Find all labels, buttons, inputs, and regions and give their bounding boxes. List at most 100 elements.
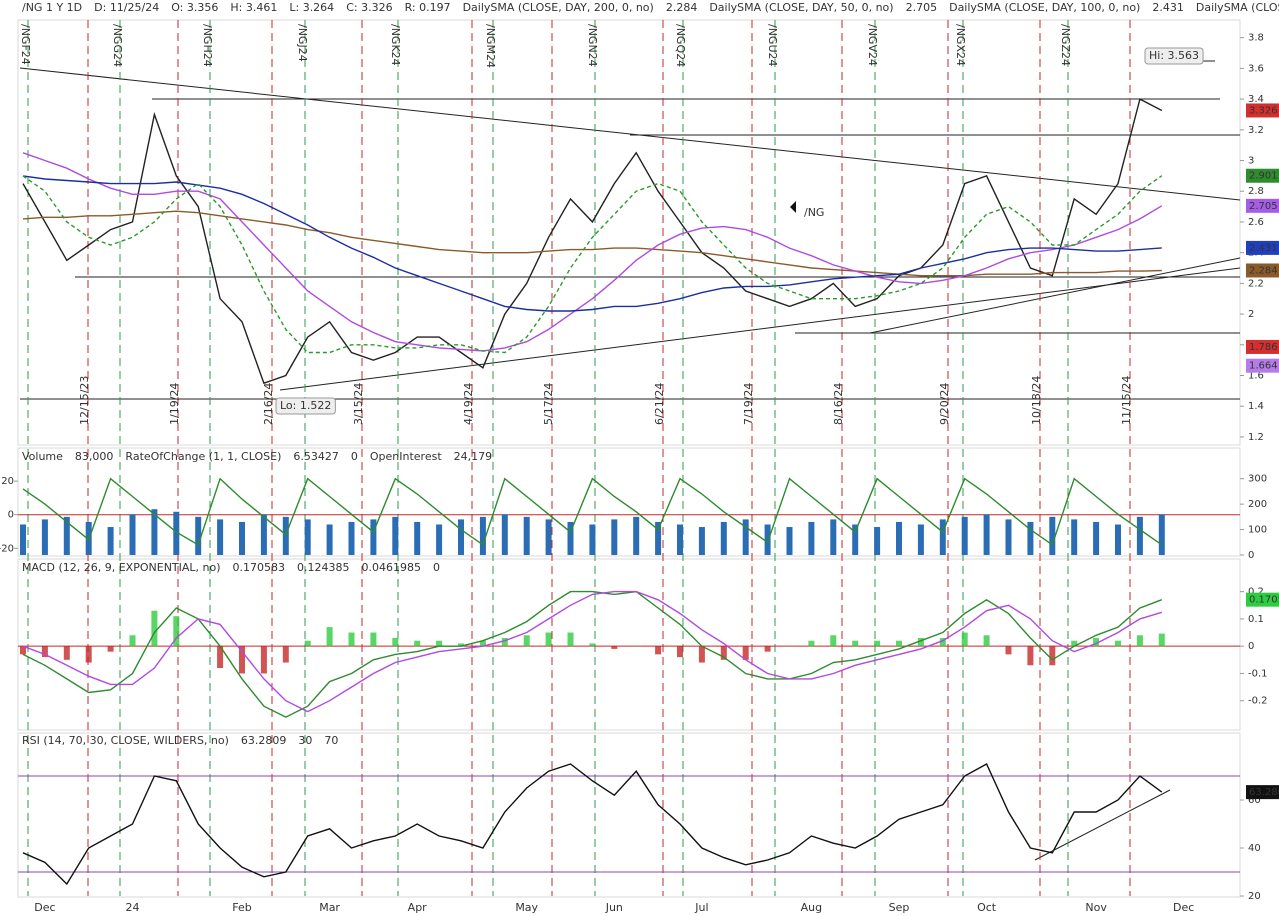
y2-tick-label: 300 bbox=[1248, 474, 1267, 485]
volume-bar bbox=[107, 527, 114, 555]
header-item: 30 bbox=[298, 734, 312, 747]
histogram-bar bbox=[173, 616, 180, 647]
volume-bar bbox=[852, 524, 859, 555]
histogram-bar bbox=[85, 646, 92, 663]
histogram-bar bbox=[1136, 635, 1143, 647]
y-tick-label: 3.2 bbox=[1248, 125, 1264, 136]
histogram-bar bbox=[983, 635, 990, 647]
contract-label: /NGV24 bbox=[866, 24, 879, 66]
value-badge-label: 1.664 bbox=[1249, 361, 1278, 372]
series-line bbox=[22, 210, 1162, 277]
x-tick-label: May bbox=[515, 901, 538, 914]
header-item: 0.124385 bbox=[297, 561, 350, 574]
expiry-label: 3/15/24 bbox=[352, 383, 365, 425]
histogram-bar bbox=[107, 646, 114, 652]
drawings bbox=[19, 60, 1241, 861]
header-item: RateOfChange (1, 1, CLOSE) bbox=[125, 450, 281, 463]
expiry-label: 7/19/24 bbox=[742, 383, 755, 425]
y-tick-label: 1.6 bbox=[1248, 371, 1264, 382]
volume-bar bbox=[742, 519, 749, 555]
expiry-label: 2/16/24 bbox=[262, 383, 275, 425]
price-panel bbox=[17, 19, 1241, 446]
volume-bar bbox=[808, 521, 815, 555]
volume-bar bbox=[917, 524, 924, 555]
volume-bar bbox=[633, 516, 640, 555]
y-tick-label: 2 bbox=[1248, 309, 1254, 320]
histogram-bar bbox=[677, 646, 683, 658]
header-item: 70 bbox=[324, 734, 338, 747]
x-tick-label: Mar bbox=[319, 901, 340, 914]
volume-bar bbox=[567, 521, 574, 555]
expiry-label: 1/19/24 bbox=[168, 383, 181, 425]
value-badge bbox=[1246, 168, 1279, 183]
y-tick-label: 3.4 bbox=[1248, 94, 1264, 105]
y-tick-label: -0.2 bbox=[1248, 696, 1268, 707]
y-tick-label: -0.1 bbox=[1248, 668, 1268, 679]
series-line bbox=[22, 175, 1163, 354]
header-item: 2.705 bbox=[906, 1, 938, 14]
volume-bar bbox=[458, 519, 464, 555]
volume-bar bbox=[479, 516, 486, 555]
volume-bar bbox=[874, 527, 881, 555]
volume-bar bbox=[1136, 516, 1143, 555]
histogram-bar bbox=[260, 646, 267, 674]
contract-label: /NGJ24 bbox=[296, 24, 309, 62]
volume-bar bbox=[370, 519, 377, 555]
header-item: OpenInterest bbox=[370, 450, 442, 463]
histogram-bar bbox=[1027, 646, 1034, 666]
y-tick-label: 20 bbox=[1248, 891, 1261, 902]
volume-bar bbox=[786, 527, 793, 555]
value-badge-label: 2.901 bbox=[1249, 171, 1278, 182]
value-badge bbox=[1246, 592, 1279, 607]
histogram-bar bbox=[545, 632, 552, 647]
series-line bbox=[22, 477, 1163, 546]
volume-bar bbox=[1005, 519, 1012, 555]
volume-bar bbox=[129, 514, 136, 555]
histogram-bar bbox=[655, 646, 662, 655]
histogram-bar bbox=[195, 646, 202, 647]
series-line bbox=[22, 590, 1163, 718]
series-line bbox=[22, 763, 1163, 886]
volume-bar bbox=[961, 516, 968, 555]
expiry-label: 5/17/24 bbox=[542, 383, 555, 425]
volume-bar bbox=[1049, 516, 1056, 555]
contract-label: /NGH24 bbox=[201, 24, 214, 67]
histogram-bar bbox=[896, 640, 902, 647]
histogram-bar bbox=[239, 646, 245, 674]
annotation: Lo: 1.522 bbox=[280, 399, 331, 412]
histogram-bar bbox=[698, 646, 705, 663]
value-badge bbox=[1246, 785, 1279, 800]
y-tick-label: 40 bbox=[1248, 843, 1261, 854]
value-badge bbox=[1246, 358, 1279, 373]
volume-bar bbox=[677, 524, 683, 555]
symbol-arrow bbox=[790, 201, 796, 213]
y-tick-label: 0 bbox=[1248, 641, 1254, 652]
volume-bar bbox=[217, 519, 224, 555]
header-item: R: 0.197 bbox=[405, 1, 451, 14]
series-line bbox=[22, 152, 1163, 352]
value-badge bbox=[1246, 339, 1279, 354]
y-tick-label: 2.6 bbox=[1248, 217, 1264, 228]
series-line bbox=[22, 175, 1162, 312]
y-tick-label: 3 bbox=[1248, 156, 1254, 167]
y2-tick-label: 0 bbox=[1248, 550, 1254, 561]
expiry-label: 4/19/24 bbox=[462, 383, 475, 425]
expiry-label: 9/20/24 bbox=[938, 383, 951, 425]
histogram-bar bbox=[41, 646, 48, 658]
x-tick-label: Aug bbox=[801, 901, 822, 914]
series-line bbox=[22, 590, 1163, 713]
header-item: Volume bbox=[22, 450, 63, 463]
contract-label: /NGX24 bbox=[954, 24, 967, 66]
x-tick-label: 24 bbox=[126, 901, 140, 914]
volume-bar bbox=[239, 521, 245, 555]
volume-bar bbox=[326, 524, 333, 555]
header-item: DailySMA (CLOSE, DAY, 100, 0, no) bbox=[949, 1, 1140, 14]
header-item: 6.53427 bbox=[293, 450, 339, 463]
x-tick-label: Apr bbox=[408, 901, 428, 914]
histogram-bar bbox=[436, 640, 443, 647]
header-item: 2.284 bbox=[666, 1, 698, 14]
value-badge-label: 63.2809 bbox=[1249, 787, 1279, 798]
y-tick-label: 0 bbox=[8, 510, 14, 521]
header-item: MACD (12, 26, 9, EXPONENTIAL, no) bbox=[22, 561, 221, 574]
histogram-bar bbox=[720, 646, 727, 660]
